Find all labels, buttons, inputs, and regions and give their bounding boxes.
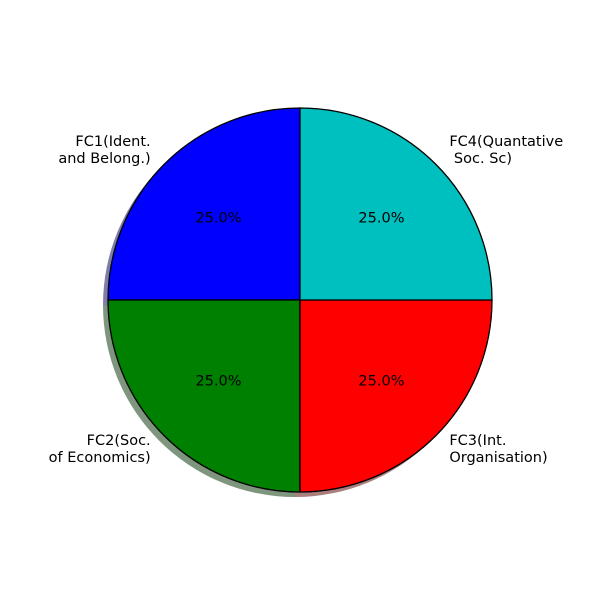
pie-slices xyxy=(107,107,493,493)
percent-label-fc1: 25.0% xyxy=(196,211,242,227)
slice-label-fc3: FC3(Int. Organisation) xyxy=(449,433,547,466)
percent-label-fc2: 25.0% xyxy=(196,373,242,389)
percent-label-fc3: 25.0% xyxy=(358,373,404,389)
pie-labels: FC1(Ident. and Belong.) 25.0% FC2(Soc. of E… xyxy=(49,134,564,466)
slice-label-fc1: FC1(Ident. and Belong.) xyxy=(54,134,151,167)
slice-fc2 xyxy=(107,299,301,493)
slice-fc3 xyxy=(299,299,493,493)
slice-fc1 xyxy=(107,107,301,301)
slice-label-fc2: FC2(Soc. of Economics) xyxy=(49,433,151,466)
slice-label-fc4: FC4(Quantative Soc. Sc) xyxy=(449,134,563,167)
slice-fc4 xyxy=(299,107,493,301)
percent-label-fc4: 25.0% xyxy=(358,211,404,227)
